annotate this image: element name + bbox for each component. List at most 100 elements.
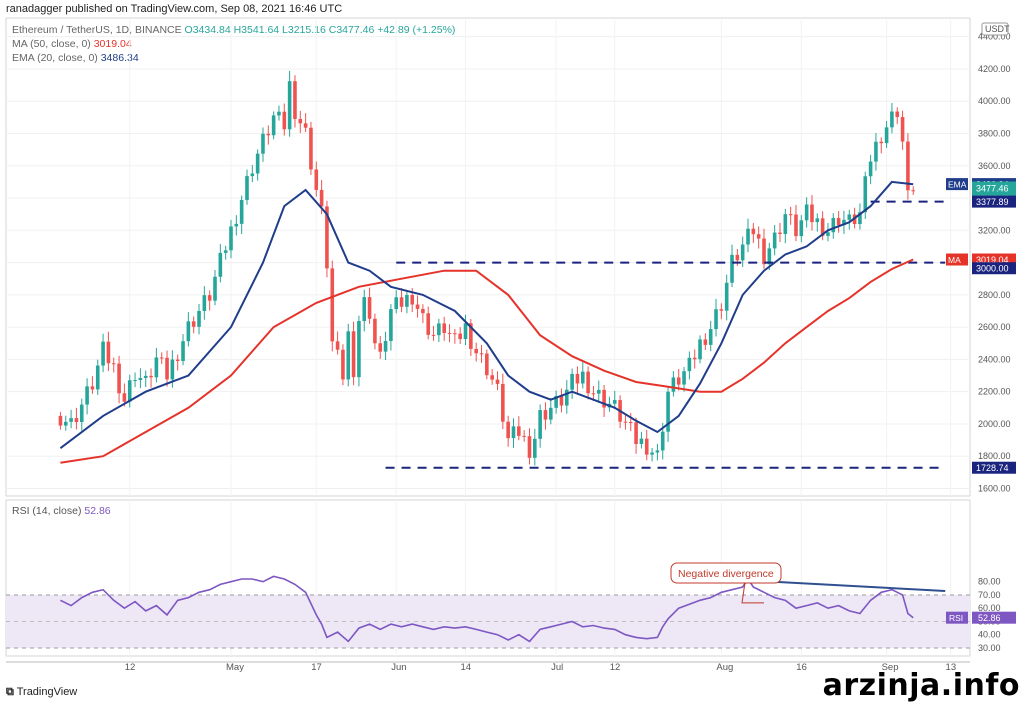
- ma-price-badge-tag: MA: [948, 255, 961, 265]
- candle-body: [197, 310, 201, 327]
- ema-legend[interactable]: EMA (20, close, 0) 3486.34: [12, 52, 139, 64]
- candle-body: [122, 393, 127, 402]
- candle-body: [671, 377, 676, 392]
- candle-body: [202, 295, 207, 311]
- ema-price-badge-tag-box: [946, 178, 968, 191]
- time-tick-label: 13: [946, 662, 957, 673]
- price-tick-label: 4200.00: [978, 64, 1011, 74]
- candle-body: [154, 357, 159, 378]
- candle-body: [495, 379, 500, 384]
- candle-body: [373, 318, 377, 344]
- time-tick-label: Aug: [716, 662, 733, 673]
- candle-body: [703, 339, 708, 345]
- price-tick-label: 2600.00: [978, 322, 1011, 332]
- candle-body: [826, 232, 830, 236]
- candle-body: [111, 363, 116, 365]
- candle-body: [266, 133, 271, 136]
- candle-body: [298, 118, 303, 124]
- candle-body: [330, 268, 335, 342]
- candle-body: [517, 426, 521, 436]
- candle-body: [394, 297, 399, 310]
- candle-body: [90, 386, 95, 390]
- candle-body: [362, 297, 367, 321]
- rsi-badge-tag: RSI: [949, 613, 963, 623]
- tradingview-logo[interactable]: ⧉ TradingView: [6, 686, 77, 699]
- level-3000-badge-box: [972, 262, 1016, 275]
- price-tick-label: 3200.00: [978, 225, 1011, 235]
- candle-body: [650, 452, 654, 455]
- time-tick-label: Sep: [882, 662, 899, 673]
- candle-body: [159, 357, 164, 359]
- candle-body: [325, 206, 329, 269]
- candle-body: [858, 212, 862, 225]
- candle-body: [106, 341, 111, 364]
- candle-body: [666, 391, 670, 432]
- candle-body: [447, 332, 452, 334]
- ma-label: MA (50, close, 0): [12, 38, 91, 50]
- time-tick-label: Jun: [391, 662, 406, 673]
- ma50-line: [60, 258, 914, 464]
- candle-body: [74, 418, 79, 423]
- candle-body: [95, 365, 100, 390]
- candle-body: [698, 339, 702, 360]
- rsi-line: [60, 575, 914, 643]
- candle-body: [58, 415, 63, 426]
- candle-body: [165, 357, 169, 380]
- candle-body: [836, 218, 841, 226]
- candle-body: [117, 363, 121, 394]
- candle-body: [687, 357, 692, 372]
- candle-body: [357, 320, 361, 378]
- candle-body: [772, 232, 777, 249]
- candle-body: [437, 323, 441, 336]
- rsi-badge: 52.86: [978, 613, 1001, 623]
- candle-body: [602, 389, 606, 408]
- candle-body: [522, 435, 526, 437]
- candle-body: [842, 219, 846, 226]
- candle-body: [175, 359, 180, 362]
- candle-body: [623, 421, 628, 423]
- candle-body: [911, 190, 916, 192]
- annotation-box: [670, 562, 782, 584]
- ma-legend[interactable]: MA (50, close, 0) 3019.04: [12, 38, 132, 50]
- candle-body: [847, 214, 852, 220]
- time-tick-label: May: [226, 662, 244, 673]
- candle-body: [79, 404, 84, 423]
- currency-badge: USDT: [985, 24, 1010, 34]
- candle-body: [389, 309, 393, 342]
- candle-body: [63, 421, 68, 426]
- candle-body: [415, 304, 420, 309]
- candle-body: [229, 226, 233, 251]
- candle-body: [426, 313, 431, 335]
- candle-body: [831, 218, 836, 233]
- candle-body: [660, 431, 665, 451]
- candle-body: [543, 410, 548, 420]
- price-tick-label: 3600.00: [978, 161, 1011, 171]
- candle-body: [596, 389, 601, 394]
- rsi-value: 52.86: [84, 505, 111, 517]
- candle-body: [708, 329, 713, 345]
- candle-body: [458, 333, 462, 340]
- candle-body: [756, 234, 761, 239]
- footer-brand: TradingView: [16, 686, 78, 698]
- candle-body: [405, 295, 409, 307]
- candle-body: [335, 341, 340, 350]
- candle-body: [314, 169, 319, 190]
- candle-body: [810, 204, 814, 223]
- candle-body: [879, 141, 884, 144]
- currency-badge-box: [981, 22, 1009, 36]
- candle-body: [533, 438, 537, 458]
- rsi-legend[interactable]: RSI (14, close) 52.86: [12, 505, 111, 517]
- candle-body: [399, 297, 404, 307]
- candle-body: [655, 450, 660, 453]
- ma-value: 3019.04: [93, 38, 132, 50]
- candle-body: [234, 223, 239, 227]
- candle-body: [293, 81, 297, 119]
- time-tick-label: Jul: [551, 662, 563, 673]
- candle-body: [762, 238, 766, 265]
- price-tick-label: 1800.00: [978, 451, 1011, 461]
- candle-body: [714, 309, 718, 330]
- candle-body: [127, 380, 132, 402]
- candle-body: [218, 252, 223, 277]
- candle-body: [383, 341, 388, 352]
